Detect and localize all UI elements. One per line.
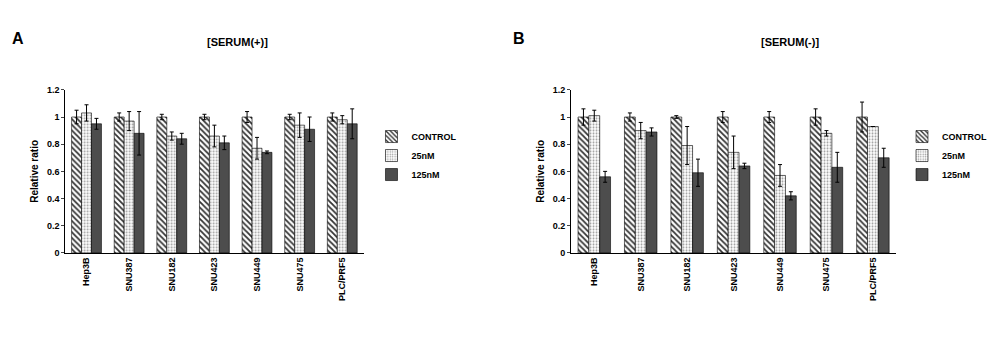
svg-text:1: 1 bbox=[54, 112, 59, 122]
svg-text:0.2: 0.2 bbox=[47, 221, 60, 231]
svg-text:SNU387: SNU387 bbox=[636, 257, 646, 291]
svg-text:0.6: 0.6 bbox=[47, 167, 60, 177]
svg-text:0: 0 bbox=[560, 248, 565, 258]
svg-text:0.2: 0.2 bbox=[553, 221, 566, 231]
svg-text:Relative ratio: Relative ratio bbox=[535, 140, 546, 203]
svg-text:1.2: 1.2 bbox=[553, 85, 566, 95]
svg-text:SNU423: SNU423 bbox=[209, 257, 219, 291]
svg-text:125nM: 125nM bbox=[411, 170, 439, 180]
svg-text:SNU449: SNU449 bbox=[252, 257, 262, 291]
svg-text:SNU182: SNU182 bbox=[682, 257, 692, 291]
svg-text:PLC/PRF5: PLC/PRF5 bbox=[868, 257, 878, 301]
svg-text:0.6: 0.6 bbox=[553, 167, 566, 177]
svg-text:SNU423: SNU423 bbox=[729, 257, 739, 291]
svg-text:A: A bbox=[12, 30, 24, 47]
svg-text:SNU182: SNU182 bbox=[167, 257, 177, 291]
svg-text:Hep3B: Hep3B bbox=[81, 257, 91, 286]
svg-text:125nM: 125nM bbox=[942, 170, 970, 180]
svg-text:Relative ratio: Relative ratio bbox=[29, 140, 40, 203]
svg-text:25nM: 25nM bbox=[411, 151, 434, 161]
svg-text:[SERUM(+)]: [SERUM(+)] bbox=[207, 36, 268, 48]
svg-text:1: 1 bbox=[560, 112, 565, 122]
svg-text:SNU449: SNU449 bbox=[775, 257, 785, 291]
svg-text:B: B bbox=[513, 30, 525, 47]
svg-text:0: 0 bbox=[54, 248, 59, 258]
svg-text:PLC/PRF5: PLC/PRF5 bbox=[337, 257, 347, 301]
svg-text:0.4: 0.4 bbox=[47, 194, 60, 204]
svg-text:0.4: 0.4 bbox=[553, 194, 566, 204]
svg-text:SNU475: SNU475 bbox=[821, 257, 831, 291]
svg-text:SNU387: SNU387 bbox=[124, 257, 134, 291]
svg-text:0.8: 0.8 bbox=[47, 139, 60, 149]
svg-text:SNU475: SNU475 bbox=[295, 257, 305, 291]
svg-text:[SERUM(-)]: [SERUM(-)] bbox=[761, 36, 819, 48]
svg-text:1.2: 1.2 bbox=[47, 85, 60, 95]
svg-text:CONTROL: CONTROL bbox=[411, 132, 456, 142]
svg-text:0.8: 0.8 bbox=[553, 139, 566, 149]
svg-text:CONTROL: CONTROL bbox=[942, 132, 987, 142]
svg-text:25nM: 25nM bbox=[942, 151, 965, 161]
svg-text:Hep3B: Hep3B bbox=[589, 257, 599, 286]
